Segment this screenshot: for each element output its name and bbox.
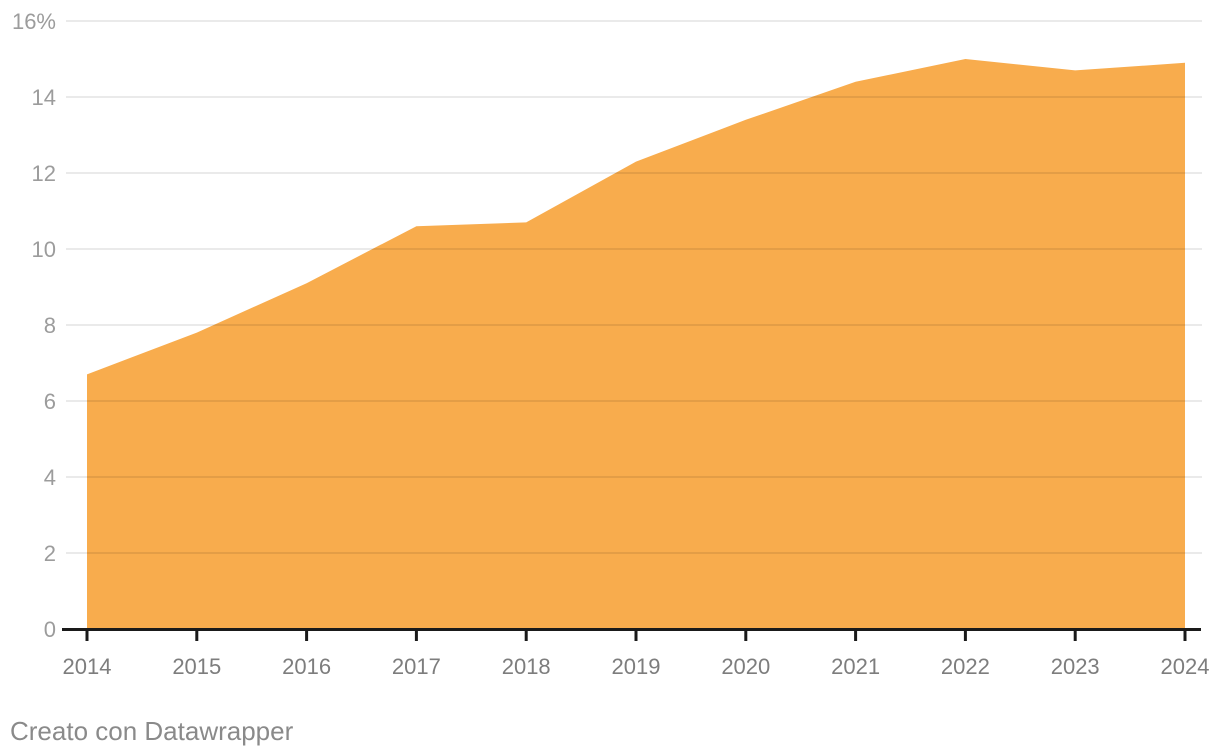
x-tick-label: 2019	[612, 654, 661, 679]
y-tick-label: 4	[44, 465, 56, 490]
y-tick-label: 2	[44, 541, 56, 566]
y-tick-label: 10	[32, 237, 56, 262]
area-chart: 0 2 4 6 8 10 12 14 16% 2014 2015 2016 2017 2018 2019 20…	[12, 9, 1210, 679]
x-tick-label: 2021	[831, 654, 880, 679]
x-tick-label: 2014	[63, 654, 112, 679]
y-tick-label: 8	[44, 313, 56, 338]
x-tick-label: 2015	[172, 654, 221, 679]
x-tick-label: 2024	[1161, 654, 1210, 679]
y-tick-label: 14	[32, 85, 56, 110]
y-tick-label: 12	[32, 161, 56, 186]
datawrapper-credit: Creato con Datawrapper	[10, 716, 294, 746]
y-tick-label: 16%	[12, 9, 56, 34]
y-tick-label: 0	[44, 617, 56, 642]
area-series	[87, 59, 1185, 629]
x-tick-label: 2020	[721, 654, 770, 679]
y-tick-label: 6	[44, 389, 56, 414]
x-tick-label: 2022	[941, 654, 990, 679]
x-tick-label: 2017	[392, 654, 441, 679]
x-tick-label: 2023	[1051, 654, 1100, 679]
x-tick-label: 2016	[282, 654, 331, 679]
x-tick-label: 2018	[502, 654, 551, 679]
